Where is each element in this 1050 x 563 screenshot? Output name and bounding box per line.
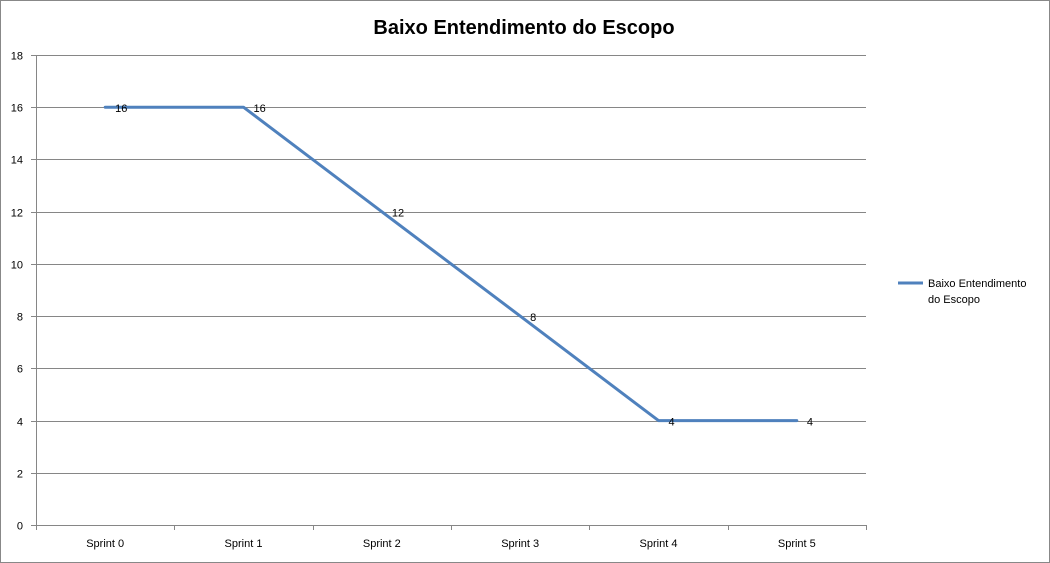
data-label: 16 <box>115 103 127 115</box>
legend-label-line: Baixo Entendimento <box>928 278 1026 290</box>
y-tick-label: 12 <box>11 208 23 220</box>
data-label: 16 <box>254 103 266 115</box>
data-label: 4 <box>807 417 813 429</box>
y-tick-label: 16 <box>11 103 23 115</box>
y-tick-label: 14 <box>11 155 23 167</box>
data-labels: 16 16 12 8 4 4 <box>115 103 813 428</box>
y-tick-label: 18 <box>11 51 23 63</box>
y-tick-label: 0 <box>17 521 23 533</box>
x-tick-label: Sprint 2 <box>363 538 401 550</box>
y-tick-label: 4 <box>17 417 23 429</box>
y-tick-label: 10 <box>11 260 23 272</box>
data-label: 12 <box>392 208 404 220</box>
legend-label: Baixo Entendimento do Escopo <box>928 278 1026 306</box>
y-tick-label: 6 <box>17 364 23 376</box>
x-tick-label: Sprint 4 <box>640 538 678 550</box>
chart-title: Baixo Entendimento do Escopo <box>373 17 674 39</box>
x-tick-label: Sprint 5 <box>778 538 816 550</box>
legend-label-line: do Escopo <box>928 294 980 306</box>
data-label: 4 <box>669 417 675 429</box>
legend: Baixo Entendimento do Escopo <box>898 278 1026 306</box>
data-label: 8 <box>530 312 536 324</box>
y-tick-label: 8 <box>17 312 23 324</box>
x-tick-label: Sprint 1 <box>225 538 263 550</box>
x-tick-label: Sprint 3 <box>501 538 539 550</box>
gridlines <box>36 55 866 474</box>
x-tick-label: Sprint 0 <box>86 538 124 550</box>
y-tick-label: 2 <box>17 469 23 481</box>
axes: 0 2 4 6 8 10 12 14 16 18 Sprint 0 Sprint 1 Sprint 2 S… <box>11 51 867 550</box>
series-layer <box>103 105 799 423</box>
series-line <box>103 105 799 423</box>
